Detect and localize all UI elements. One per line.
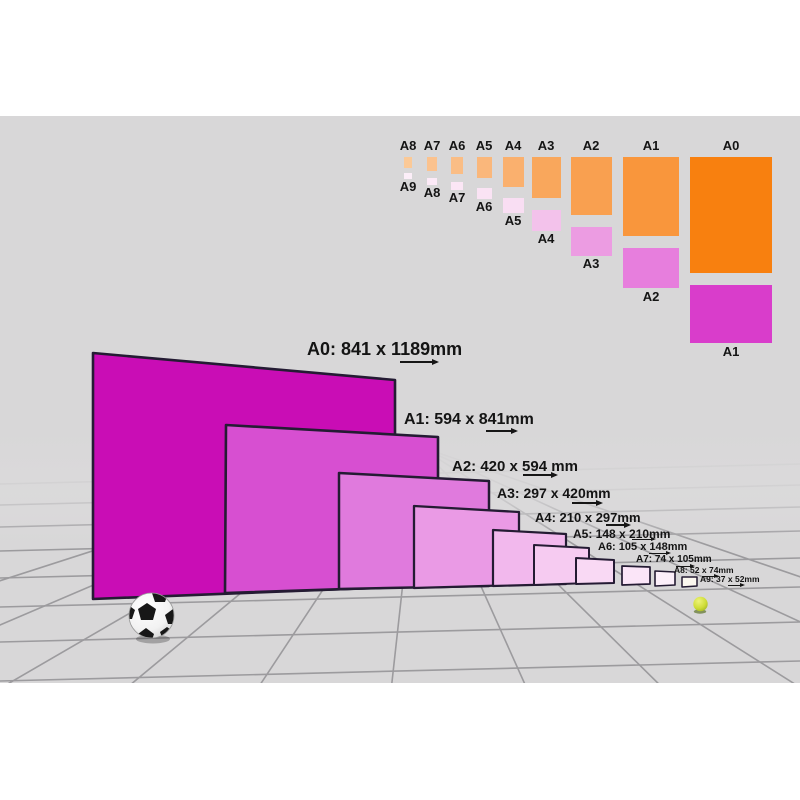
sheet-a9 xyxy=(681,576,698,588)
size-arrow-a7 xyxy=(676,563,695,568)
size-label-a4: A4: 210 x 297mm xyxy=(535,510,641,525)
size-arrow-a9 xyxy=(728,582,745,587)
flat-landscape-a7 xyxy=(451,182,463,190)
size-label-a7: A7: 74 x 105mm xyxy=(636,554,712,565)
flat-landscape-a1 xyxy=(690,285,772,343)
flat-portrait-label-a6: A6 xyxy=(448,138,466,153)
flat-portrait-a0 xyxy=(690,157,772,273)
size-arrow-a1 xyxy=(486,427,518,434)
flat-landscape-label-a9: A9 xyxy=(399,179,417,194)
flat-landscape-label-a5: A5 xyxy=(504,213,522,228)
flat-portrait-label-a0: A0 xyxy=(722,138,740,153)
flat-landscape-label-a8: A8 xyxy=(423,185,441,200)
size-label-a2: A2: 420 x 594 mm xyxy=(452,458,578,475)
flat-portrait-a8 xyxy=(404,157,412,168)
flat-portrait-label-a1: A1 xyxy=(642,138,660,153)
flat-landscape-a9 xyxy=(404,173,412,179)
flat-portrait-label-a3: A3 xyxy=(537,138,555,153)
stage-top-mask xyxy=(0,0,800,116)
size-arrow-a0 xyxy=(400,358,439,365)
stage-bottom-mask xyxy=(0,683,800,800)
flat-portrait-label-a2: A2 xyxy=(582,138,600,153)
flat-landscape-a5 xyxy=(503,198,524,213)
size-label-a8: A8: 52 x 74mm xyxy=(674,565,734,575)
flat-portrait-label-a7: A7 xyxy=(423,138,441,153)
flat-landscape-a6 xyxy=(477,188,492,199)
size-label-a5: A5: 148 x 210mm xyxy=(573,527,671,541)
sheet-a6 xyxy=(575,557,615,585)
flat-portrait-label-a8: A8 xyxy=(399,138,417,153)
size-arrow-a5 xyxy=(632,536,656,541)
flat-portrait-a7 xyxy=(427,157,437,171)
flat-portrait-a6 xyxy=(451,157,463,174)
flat-landscape-a8 xyxy=(427,178,437,185)
tennis-ball-icon xyxy=(693,596,708,614)
size-arrow-a6 xyxy=(649,550,671,555)
flat-portrait-label-a4: A4 xyxy=(504,138,522,153)
size-label-a9: A9: 37 x 52mm xyxy=(700,574,760,584)
paper-sheets-perspective xyxy=(91,351,698,601)
size-arrow-a4 xyxy=(606,521,631,528)
size-label-a6: A6: 105 x 148mm xyxy=(598,541,688,553)
soccer-ball-icon xyxy=(128,592,175,644)
size-arrow-a8 xyxy=(702,573,719,578)
size-label-a0: A0: 841 x 1189mm xyxy=(307,339,463,359)
flat-portrait-a4 xyxy=(503,157,524,187)
flat-landscape-a4 xyxy=(532,210,561,231)
flat-landscape-label-a4: A4 xyxy=(537,231,555,246)
sheet-a8 xyxy=(654,570,676,587)
flat-landscape-a3 xyxy=(571,227,612,256)
flat-portrait-a2 xyxy=(571,157,612,215)
size-arrow-a2 xyxy=(523,471,558,478)
flat-landscape-label-a6: A6 xyxy=(475,199,493,214)
flat-landscape-label-a3: A3 xyxy=(582,256,600,271)
flat-portrait-a5 xyxy=(477,157,492,178)
flat-landscape-label-a7: A7 xyxy=(448,190,466,205)
flat-landscape-label-a1: A1 xyxy=(722,344,740,359)
flat-landscape-label-a2: A2 xyxy=(642,289,660,304)
size-arrow-a3 xyxy=(572,499,603,506)
flat-portrait-a1 xyxy=(623,157,679,236)
sheet-a7 xyxy=(621,565,651,586)
flat-landscape-a2 xyxy=(623,248,679,288)
size-label-a1: A1: 594 x 841mm xyxy=(404,411,534,428)
size-label-a3: A3: 297 x 420mm xyxy=(497,485,611,501)
flat-portrait-a3 xyxy=(532,157,561,198)
flat-portrait-label-a5: A5 xyxy=(475,138,493,153)
